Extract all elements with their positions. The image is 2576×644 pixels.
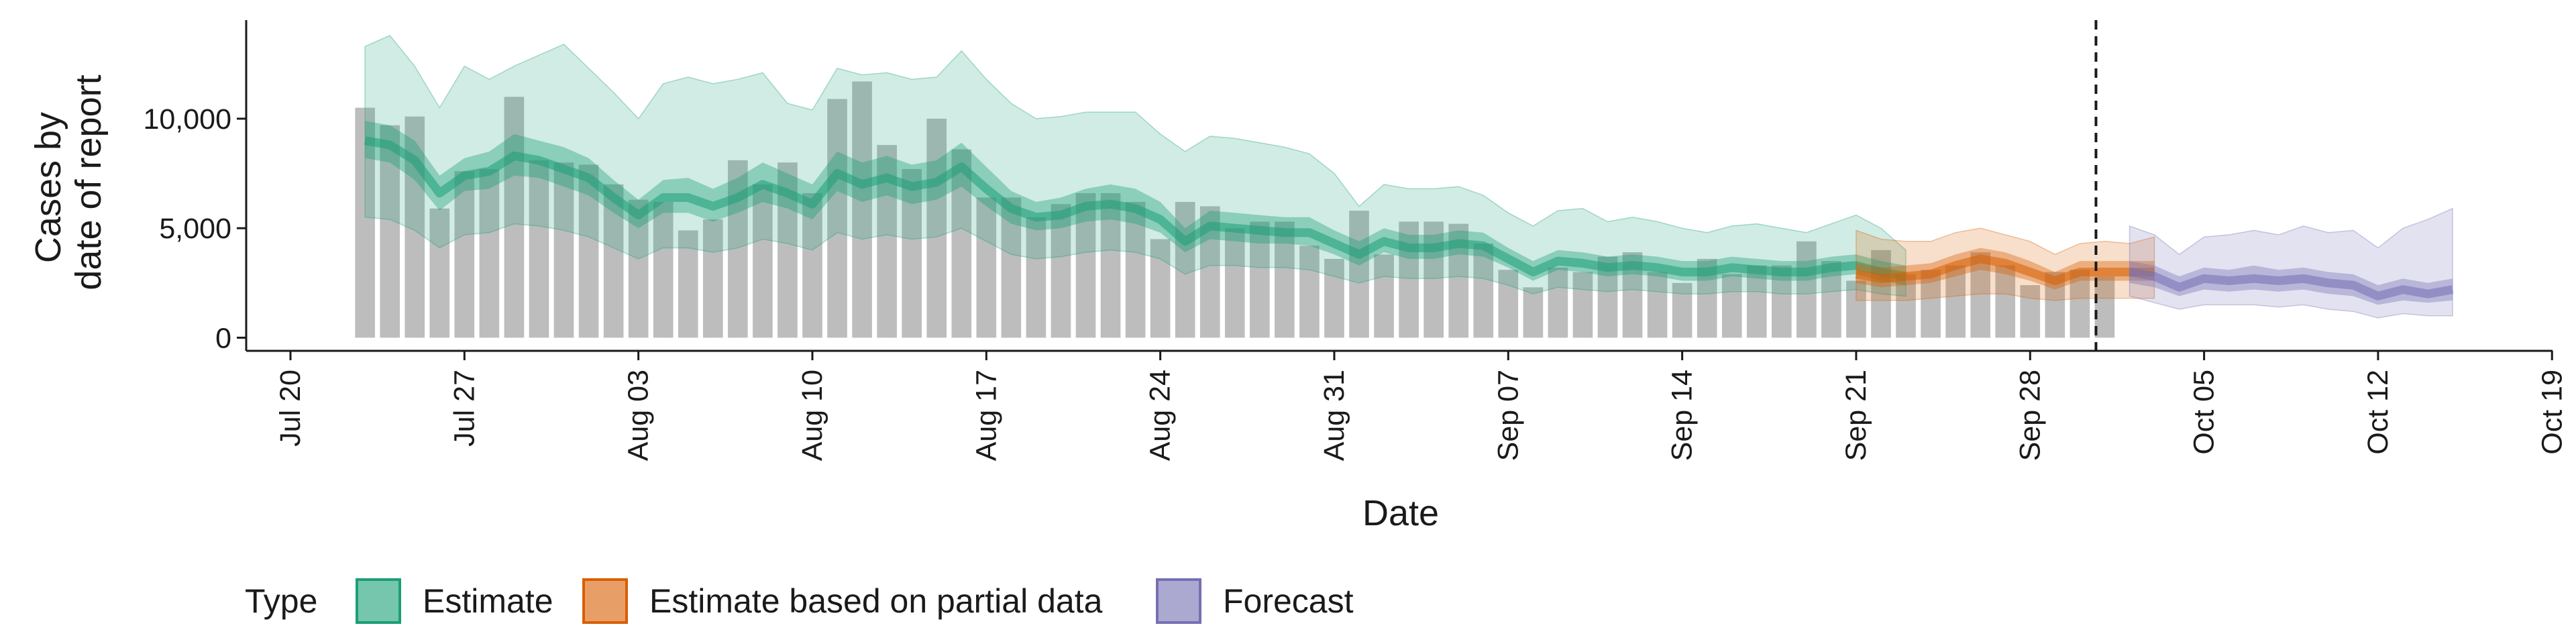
legend-entries: Estimate Estimate based on partial data Fo… [357, 580, 1354, 623]
x-tick-label: Aug 17 [970, 370, 1002, 461]
legend-label: Estimate [423, 582, 553, 620]
y-axis-title: Cases by date of report [28, 74, 109, 290]
y-tick-label: 0 [215, 322, 231, 354]
legend-swatch [1157, 580, 1200, 623]
legend-entry: Estimate [357, 580, 553, 623]
x-axis-ticks: Jul 20 Jul 27 Aug 03 Aug 10 Aug 17 Aug 24 Aug … [274, 351, 2568, 461]
x-tick-label: Oct 19 [2536, 370, 2568, 455]
report-bar [1523, 287, 1544, 337]
x-tick-label: Sep 21 [1840, 370, 1872, 461]
series-2 [2130, 209, 2453, 318]
legend-swatch [357, 580, 400, 623]
x-tick-label: Oct 12 [2362, 370, 2394, 455]
x-tick-label: Sep 07 [1492, 370, 1524, 461]
x-tick-label: Aug 10 [796, 370, 828, 461]
x-tick-label: Aug 03 [623, 370, 655, 461]
x-tick-label: Aug 31 [1318, 370, 1350, 461]
x-tick-label: Oct 05 [2188, 370, 2220, 455]
y-axis-title-line-1: Cases by [28, 112, 68, 263]
x-tick-label: Sep 28 [2014, 370, 2046, 461]
x-tick-label: Jul 27 [448, 370, 480, 447]
legend-label: Forecast [1223, 582, 1354, 620]
x-tick-label: Sep 14 [1666, 370, 1699, 461]
legend-entry: Estimate based on partial data [584, 580, 1103, 623]
x-tick-label: Jul 20 [274, 370, 307, 447]
legend-label: Estimate based on partial data [649, 582, 1103, 620]
y-axis-ticks: 0 5,000 10,000 [143, 103, 246, 354]
x-axis-title: Date [1362, 493, 1439, 533]
bands-layer [365, 36, 2453, 318]
plot-area [355, 20, 2453, 351]
y-axis-title-line-2: date of report [68, 74, 109, 290]
legend: Type Estimate Estimate based on partial d… [245, 580, 1354, 623]
series-outer-band [2130, 209, 2453, 318]
y-tick-label: 10,000 [143, 103, 231, 136]
legend-swatch [584, 580, 627, 623]
legend-title: Type [245, 582, 317, 620]
x-tick-label: Aug 24 [1144, 370, 1177, 461]
series-1 [1856, 228, 2155, 301]
legend-entry: Forecast [1157, 580, 1354, 623]
y-tick-label: 5,000 [159, 213, 231, 245]
